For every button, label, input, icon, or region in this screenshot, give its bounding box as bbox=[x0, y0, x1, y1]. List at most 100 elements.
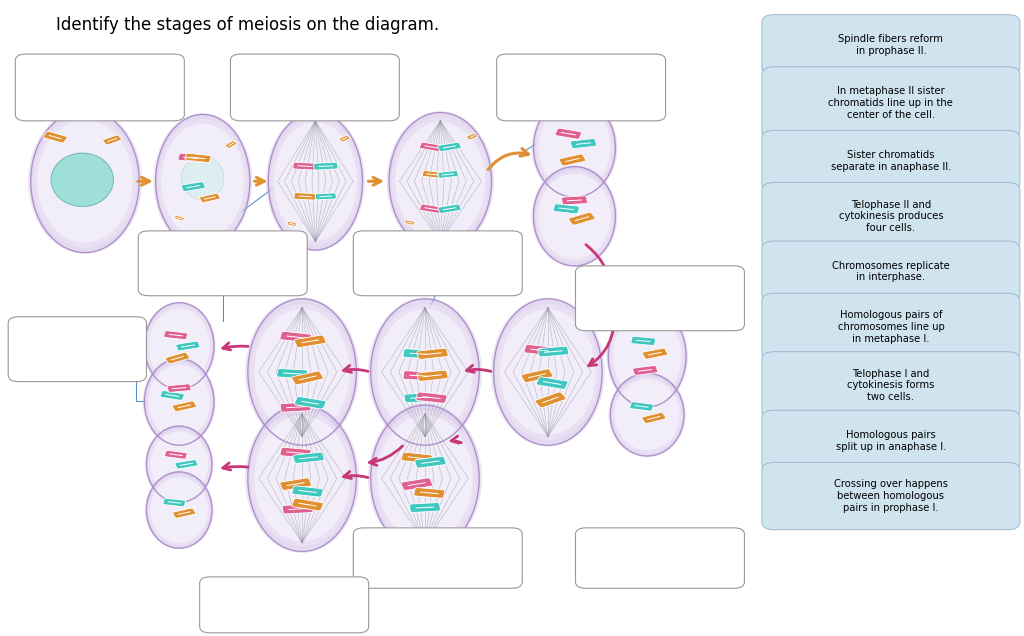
Ellipse shape bbox=[148, 309, 210, 383]
FancyBboxPatch shape bbox=[535, 392, 566, 408]
FancyBboxPatch shape bbox=[283, 504, 313, 514]
Text: Sister chromatids
separate in anaphase II.: Sister chromatids separate in anaphase I… bbox=[830, 150, 951, 172]
FancyBboxPatch shape bbox=[176, 341, 200, 351]
Ellipse shape bbox=[142, 302, 216, 390]
FancyBboxPatch shape bbox=[570, 139, 597, 149]
Ellipse shape bbox=[251, 410, 353, 546]
Ellipse shape bbox=[162, 124, 244, 238]
FancyBboxPatch shape bbox=[416, 392, 447, 403]
FancyBboxPatch shape bbox=[401, 452, 432, 464]
Text: Telophase II and
cytokinesis produces
four cells.: Telophase II and cytokinesis produces fo… bbox=[839, 200, 943, 233]
Ellipse shape bbox=[51, 153, 114, 207]
Ellipse shape bbox=[606, 304, 688, 408]
Ellipse shape bbox=[254, 309, 350, 435]
FancyBboxPatch shape bbox=[200, 193, 220, 203]
FancyBboxPatch shape bbox=[630, 402, 653, 411]
Ellipse shape bbox=[266, 111, 365, 251]
Ellipse shape bbox=[613, 312, 681, 400]
FancyBboxPatch shape bbox=[404, 392, 435, 403]
FancyBboxPatch shape bbox=[403, 371, 434, 381]
Text: Identify the stages of meiosis on the diagram.: Identify the stages of meiosis on the di… bbox=[56, 16, 439, 34]
Ellipse shape bbox=[251, 304, 353, 440]
Ellipse shape bbox=[245, 404, 359, 553]
Ellipse shape bbox=[148, 474, 210, 546]
Ellipse shape bbox=[374, 410, 476, 546]
Ellipse shape bbox=[270, 118, 360, 245]
FancyBboxPatch shape bbox=[762, 183, 1020, 250]
Ellipse shape bbox=[368, 404, 482, 553]
Ellipse shape bbox=[146, 362, 212, 442]
FancyBboxPatch shape bbox=[280, 447, 311, 458]
Ellipse shape bbox=[500, 309, 596, 435]
FancyBboxPatch shape bbox=[762, 67, 1020, 139]
FancyBboxPatch shape bbox=[537, 377, 568, 389]
Ellipse shape bbox=[387, 111, 494, 251]
FancyBboxPatch shape bbox=[762, 352, 1020, 419]
Text: Spindle fibers reform
in prophase II.: Spindle fibers reform in prophase II. bbox=[839, 34, 943, 56]
FancyBboxPatch shape bbox=[353, 528, 522, 588]
FancyBboxPatch shape bbox=[339, 135, 350, 142]
FancyBboxPatch shape bbox=[555, 128, 582, 139]
FancyBboxPatch shape bbox=[524, 345, 555, 356]
Ellipse shape bbox=[539, 105, 610, 190]
Ellipse shape bbox=[154, 113, 252, 249]
Ellipse shape bbox=[151, 431, 208, 497]
Ellipse shape bbox=[142, 358, 216, 446]
FancyBboxPatch shape bbox=[175, 460, 198, 469]
Ellipse shape bbox=[374, 304, 476, 440]
Ellipse shape bbox=[371, 406, 479, 550]
FancyBboxPatch shape bbox=[762, 462, 1020, 530]
FancyBboxPatch shape bbox=[631, 336, 655, 345]
Text: Telophase I and
cytokinesis forms
two cells.: Telophase I and cytokinesis forms two ce… bbox=[847, 369, 935, 402]
Ellipse shape bbox=[248, 300, 356, 444]
FancyBboxPatch shape bbox=[633, 366, 657, 375]
FancyBboxPatch shape bbox=[292, 371, 324, 385]
FancyBboxPatch shape bbox=[414, 488, 444, 498]
Ellipse shape bbox=[377, 415, 473, 541]
FancyBboxPatch shape bbox=[403, 349, 434, 359]
FancyBboxPatch shape bbox=[172, 401, 197, 411]
Ellipse shape bbox=[31, 111, 139, 251]
FancyBboxPatch shape bbox=[521, 369, 553, 382]
Ellipse shape bbox=[534, 99, 615, 196]
FancyBboxPatch shape bbox=[292, 486, 324, 497]
FancyBboxPatch shape bbox=[438, 142, 461, 151]
FancyBboxPatch shape bbox=[438, 204, 461, 214]
FancyBboxPatch shape bbox=[762, 15, 1020, 76]
Ellipse shape bbox=[268, 114, 362, 249]
FancyBboxPatch shape bbox=[642, 412, 666, 424]
FancyBboxPatch shape bbox=[167, 384, 191, 392]
FancyBboxPatch shape bbox=[762, 293, 1020, 361]
FancyBboxPatch shape bbox=[293, 162, 317, 170]
Ellipse shape bbox=[494, 300, 602, 444]
FancyBboxPatch shape bbox=[568, 212, 595, 225]
FancyBboxPatch shape bbox=[417, 348, 449, 359]
Text: Chromosomes replicate
in interphase.: Chromosomes replicate in interphase. bbox=[833, 261, 949, 282]
FancyBboxPatch shape bbox=[538, 346, 569, 357]
Ellipse shape bbox=[181, 156, 224, 200]
FancyBboxPatch shape bbox=[404, 220, 415, 225]
FancyBboxPatch shape bbox=[163, 498, 185, 507]
Ellipse shape bbox=[490, 298, 605, 446]
Ellipse shape bbox=[146, 473, 212, 548]
FancyBboxPatch shape bbox=[353, 231, 522, 296]
FancyBboxPatch shape bbox=[181, 182, 206, 191]
FancyBboxPatch shape bbox=[230, 54, 399, 121]
FancyBboxPatch shape bbox=[164, 331, 187, 340]
Ellipse shape bbox=[497, 304, 599, 440]
Ellipse shape bbox=[144, 425, 214, 503]
FancyBboxPatch shape bbox=[762, 241, 1020, 302]
FancyBboxPatch shape bbox=[200, 577, 369, 633]
Ellipse shape bbox=[608, 307, 686, 406]
Ellipse shape bbox=[37, 120, 133, 242]
FancyBboxPatch shape bbox=[313, 162, 338, 170]
Ellipse shape bbox=[274, 122, 356, 240]
Ellipse shape bbox=[144, 359, 214, 445]
FancyBboxPatch shape bbox=[160, 391, 184, 400]
Ellipse shape bbox=[610, 309, 684, 403]
Text: In metaphase II sister
chromatids line up in the
center of the cell.: In metaphase II sister chromatids line u… bbox=[828, 86, 953, 120]
Ellipse shape bbox=[245, 298, 359, 446]
FancyBboxPatch shape bbox=[15, 54, 184, 121]
Ellipse shape bbox=[395, 122, 485, 240]
FancyBboxPatch shape bbox=[281, 402, 311, 412]
